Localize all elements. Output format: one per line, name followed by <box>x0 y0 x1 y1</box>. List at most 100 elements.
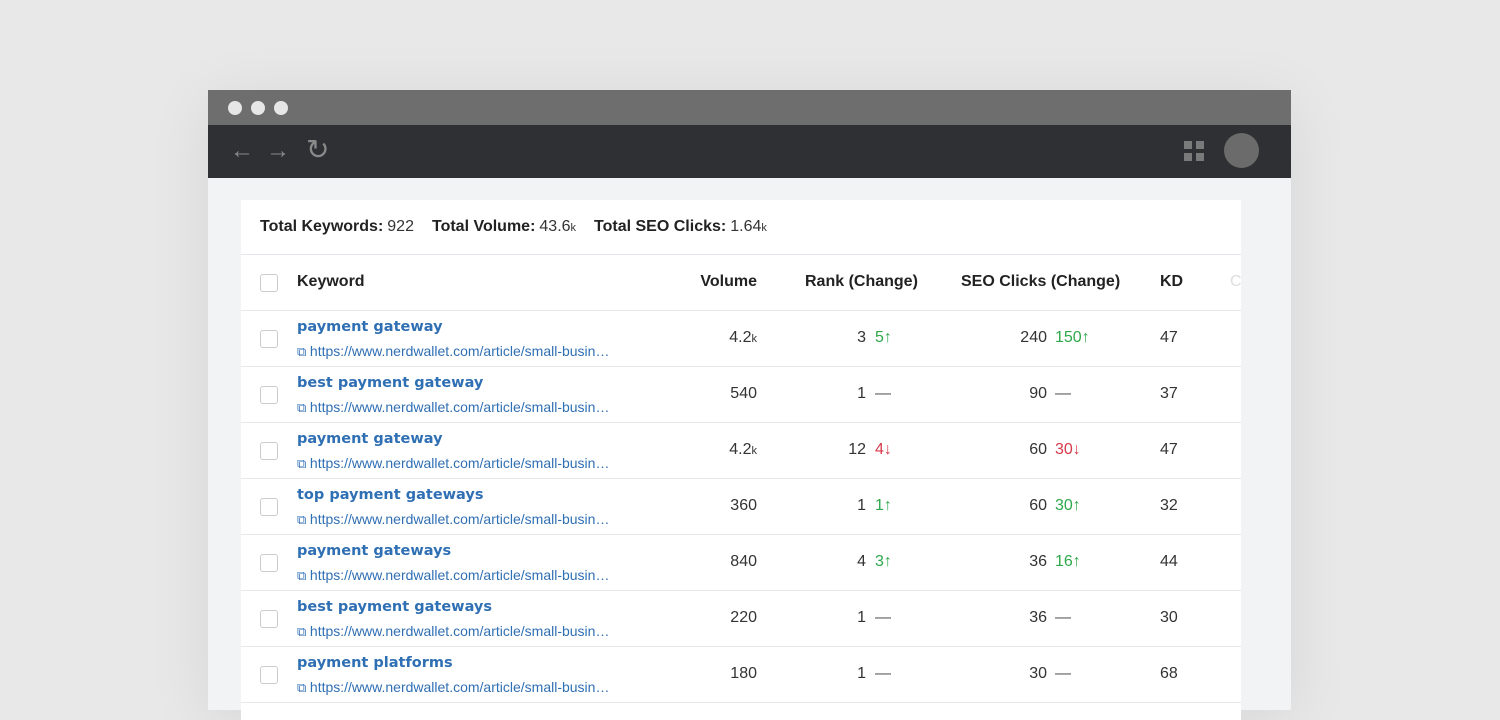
value: 1.64 <box>730 218 762 235</box>
kd: 32 <box>1160 497 1178 514</box>
kd: 44 <box>1160 553 1178 570</box>
volume-value: 4.2 <box>729 329 752 346</box>
window-minimize-dot[interactable] <box>251 101 265 115</box>
volume-value: 180 <box>730 665 757 682</box>
url-link[interactable]: ⧉ https://www.nerdwallet.com/article/sma… <box>297 567 609 584</box>
table-row: payment platforms ⧉ https://www.nerdwall… <box>241 647 1241 703</box>
total-seo-clicks: Total SEO Clicks: 1.64k <box>594 218 767 236</box>
seo-clicks: 240 <box>1020 329 1047 346</box>
row-checkbox[interactable] <box>260 610 278 628</box>
url-link[interactable]: ⧉ https://www.nerdwallet.com/article/sma… <box>297 343 609 360</box>
keyword-link[interactable]: best payment gateway <box>297 375 484 391</box>
title-bar <box>208 90 1291 125</box>
keyword-link[interactable]: payment gateway <box>297 431 443 447</box>
seo-clicks: 60 <box>1029 441 1047 458</box>
external-link-icon: ⧉ <box>297 456 310 471</box>
kd: 47 <box>1160 329 1178 346</box>
rank-change: 4↓ <box>875 441 892 458</box>
rank: 1 <box>857 385 866 402</box>
rank-change: 3↑ <box>875 553 892 570</box>
seo-clicks: 90 <box>1029 385 1047 402</box>
url-link[interactable]: ⧉ https://www.nerdwallet.com/article/sma… <box>297 455 609 472</box>
volume-unit: k <box>751 445 758 457</box>
external-link-icon: ⧉ <box>297 624 310 639</box>
seo-clicks-change: — <box>1055 665 1071 682</box>
volume-value: 360 <box>730 497 757 514</box>
keyword-link[interactable]: payment platforms <box>297 655 453 671</box>
header-kd[interactable]: KD <box>1160 273 1184 290</box>
seo-clicks: 60 <box>1029 497 1047 514</box>
table-row: payment gateways ⧉ https://www.nerdwalle… <box>241 535 1241 591</box>
external-link-icon: ⧉ <box>297 400 310 415</box>
url-link[interactable]: ⧉ https://www.nerdwallet.com/article/sma… <box>297 511 609 528</box>
seo-clicks-change: 150↑ <box>1055 329 1090 346</box>
header-keyword[interactable]: Keyword <box>297 273 365 290</box>
value: 43.6 <box>539 218 571 235</box>
table-row: payment gateway ⧉ https://www.nerdwallet… <box>241 311 1241 367</box>
rank: 1 <box>857 609 866 626</box>
row-checkbox[interactable] <box>260 330 278 348</box>
keyword-link[interactable]: payment gateways <box>297 543 452 559</box>
header-next-column[interactable]: C <box>1230 273 1242 290</box>
kd: 30 <box>1160 609 1178 626</box>
volume: 220 <box>730 609 757 627</box>
total-keywords: Total Keywords: 922 <box>260 218 414 236</box>
kd: 47 <box>1160 441 1178 458</box>
select-all-checkbox[interactable] <box>260 274 278 292</box>
external-link-icon: ⧉ <box>297 512 310 527</box>
table-row: payment gateway ⧉ https://www.nerdwallet… <box>241 423 1241 479</box>
summary-bar: Total Keywords: 922 Total Volume: 43.6k To… <box>241 200 1241 255</box>
row-checkbox[interactable] <box>260 554 278 572</box>
seo-clicks-change: 16↑ <box>1055 553 1081 570</box>
seo-clicks-change: — <box>1055 609 1071 626</box>
url-text: https://www.nerdwallet.com/article/small… <box>309 623 610 639</box>
rank-change: — <box>875 609 891 626</box>
browser-toolbar: ← → ↻ <box>208 125 1291 178</box>
volume-value: 220 <box>730 609 757 626</box>
back-arrow-icon[interactable]: ← <box>230 137 254 164</box>
url-link[interactable]: ⧉ https://www.nerdwallet.com/article/sma… <box>297 679 609 696</box>
seo-clicks-change: — <box>1055 385 1071 402</box>
header-rank[interactable]: Rank (Change) <box>805 273 918 290</box>
volume: 840 <box>730 553 757 571</box>
seo-clicks-change: 30↓ <box>1055 441 1081 458</box>
url-link[interactable]: ⧉ https://www.nerdwallet.com/article/sma… <box>297 399 609 416</box>
volume-value: 540 <box>730 385 757 402</box>
value: 922 <box>387 218 414 235</box>
window-maximize-dot[interactable] <box>274 101 288 115</box>
rank: 12 <box>848 441 866 458</box>
keyword-link[interactable]: payment gateway <box>297 319 443 335</box>
volume: 4.2k <box>729 329 757 347</box>
table-row: best payment gateway ⧉ https://www.nerdw… <box>241 367 1241 423</box>
url-text: https://www.nerdwallet.com/article/small… <box>309 679 610 695</box>
row-checkbox[interactable] <box>260 666 278 684</box>
url-text: https://www.nerdwallet.com/article/small… <box>309 567 610 583</box>
reload-icon[interactable]: ↻ <box>306 134 330 165</box>
row-checkbox[interactable] <box>260 498 278 516</box>
keyword-link[interactable]: top payment gateways <box>297 487 484 503</box>
external-link-icon: ⧉ <box>297 344 310 359</box>
window-close-dot[interactable] <box>228 101 242 115</box>
row-checkbox[interactable] <box>260 386 278 404</box>
row-checkbox[interactable] <box>260 442 278 460</box>
avatar[interactable] <box>1224 133 1259 168</box>
unit: k <box>570 222 577 234</box>
url-text: https://www.nerdwallet.com/article/small… <box>309 399 610 415</box>
volume: 4.2k <box>729 441 757 459</box>
volume-value: 4.2 <box>729 441 752 458</box>
keyword-link[interactable]: best payment gateways <box>297 599 492 615</box>
url-text: https://www.nerdwallet.com/article/small… <box>309 511 610 527</box>
rank-change: — <box>875 665 891 682</box>
header-volume[interactable]: Volume <box>700 273 757 290</box>
external-link-icon: ⧉ <box>297 568 310 583</box>
header-seo-clicks[interactable]: SEO Clicks (Change) <box>961 273 1121 290</box>
kd: 37 <box>1160 385 1178 402</box>
url-text: https://www.nerdwallet.com/article/small… <box>309 455 610 471</box>
url-link[interactable]: ⧉ https://www.nerdwallet.com/article/sma… <box>297 623 609 640</box>
rank: 1 <box>857 497 866 514</box>
kd: 68 <box>1160 665 1178 682</box>
rank-change: — <box>875 385 891 402</box>
forward-arrow-icon[interactable]: → <box>266 137 290 164</box>
apps-grid-icon[interactable] <box>1184 141 1205 162</box>
volume: 360 <box>730 497 757 515</box>
